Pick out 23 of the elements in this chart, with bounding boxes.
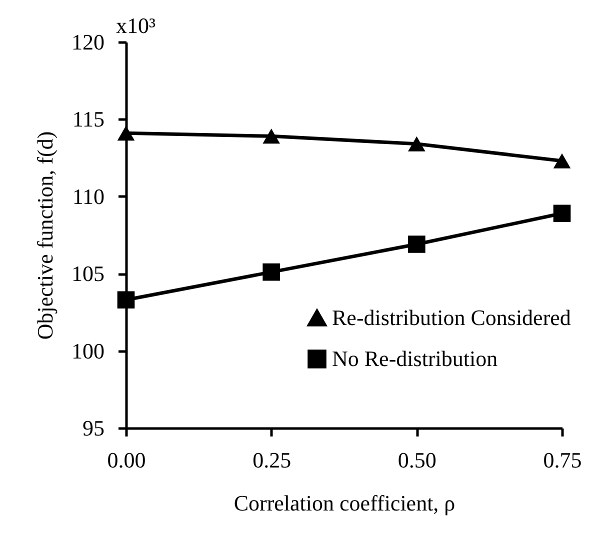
x-tick-label: 0.25 [252,448,292,472]
legend-label: Re-distribution Considered [332,305,571,330]
text: x10³ [116,13,156,38]
legend-label: No Re-distribution [332,346,498,371]
y-tick-label: 95 [82,416,104,440]
point [117,291,135,309]
point [553,153,571,168]
y-axis-title: Objective function, f(d) [32,131,58,340]
x-tick-label: 0.50 [398,448,436,472]
point [408,236,426,253]
x-tick-label: 0.00 [107,448,146,472]
x-axis-title: Correlation coefficient, ρ [234,490,456,516]
y-tick-label: 100 [72,338,104,364]
point [262,128,280,144]
point [262,263,280,281]
y-tick-label: 105 [72,261,104,286]
point [553,204,571,222]
point [408,136,426,152]
y-tick-label: 115 [72,106,104,132]
y-tick-label: 110 [72,184,104,209]
point [117,126,135,141]
x-tick-label: 0.75 [543,448,582,472]
y-tick-label: 120 [72,30,104,54]
